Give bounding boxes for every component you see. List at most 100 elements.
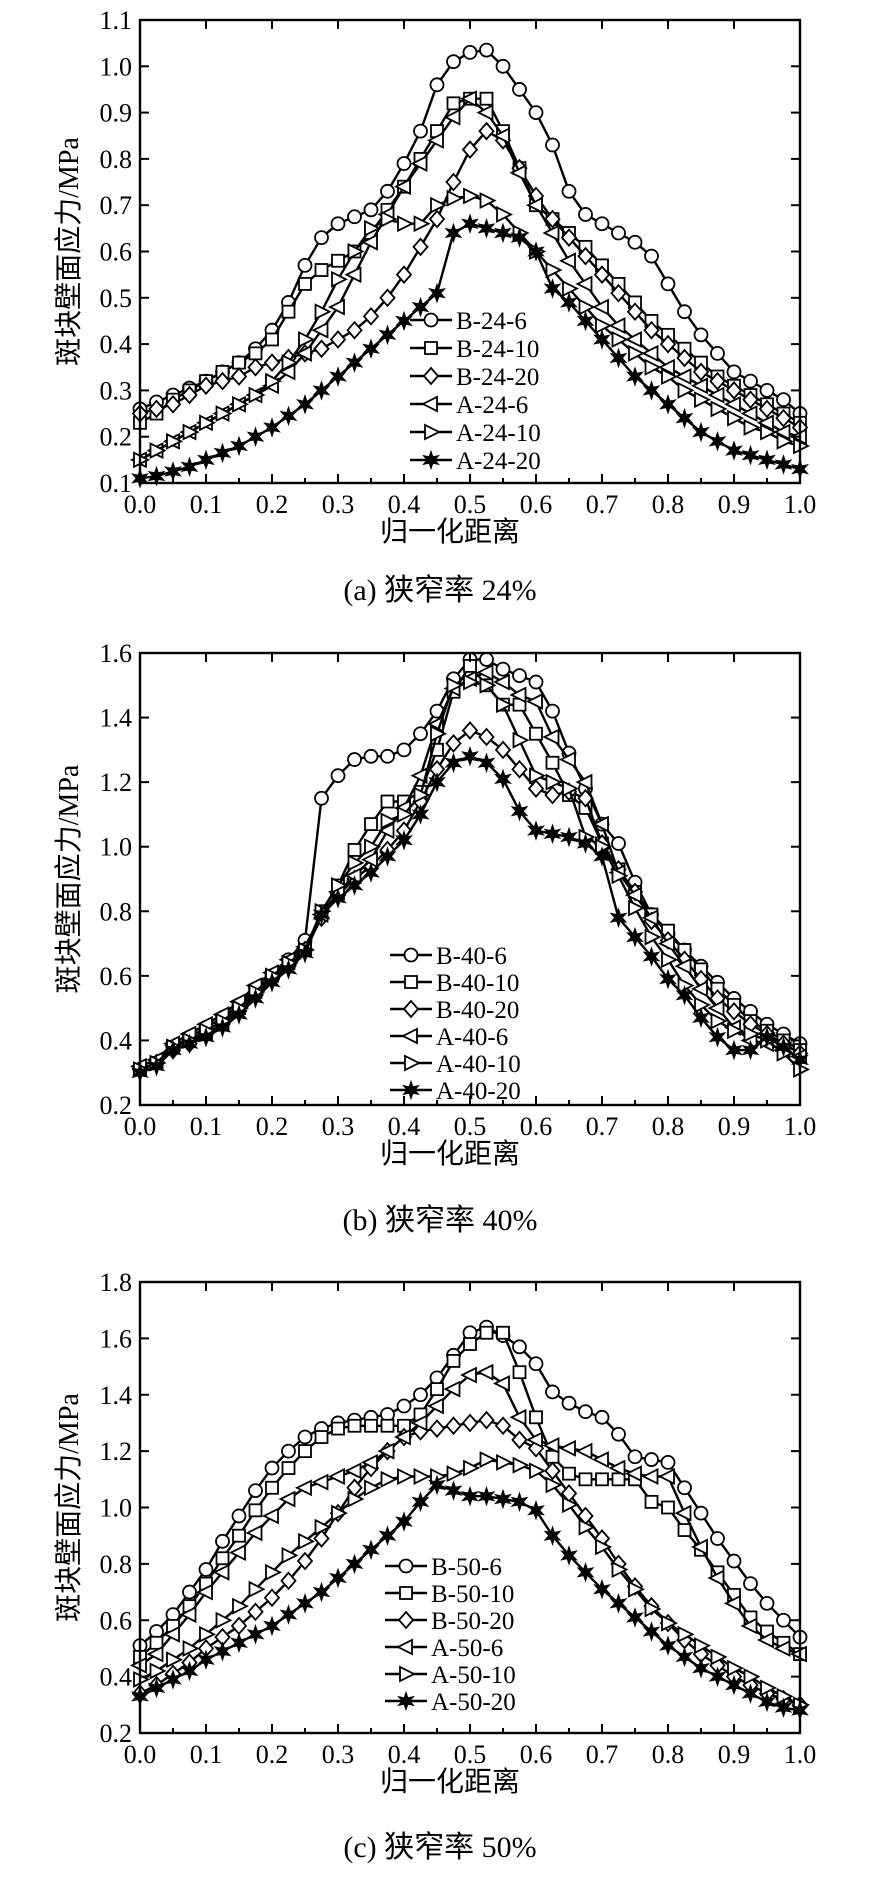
data-point-B-24-6-27 [578, 207, 593, 222]
data-point-A-24-20-27 [576, 310, 595, 332]
data-point-A-24-10-39 [776, 432, 794, 450]
legend-label-B-40-20: B-40-20 [436, 997, 519, 1024]
data-point-A-24-6-11 [311, 321, 329, 339]
data-point-B-24-10-11 [314, 263, 329, 277]
data-point-A-50-20-23 [510, 1491, 529, 1513]
data-point-B-24-20-33 [676, 348, 693, 368]
data-point-A-50-20-26 [560, 1545, 578, 1566]
data-point-A-50-20-14 [362, 1539, 380, 1561]
data-point-B-40-6-17 [413, 726, 428, 742]
data-point-A-40-10-19 [446, 676, 464, 694]
data-point-A-50-20-17 [411, 1491, 430, 1513]
data-point-A-24-10-38 [760, 423, 778, 441]
legend-marker-B-50-6 [398, 1558, 414, 1574]
data-point-A-24-10-17 [413, 215, 431, 233]
data-point-B-24-6-10 [297, 257, 313, 273]
data-point-A-40-20-7 [246, 988, 265, 1009]
data-point-A-40-10-25 [545, 773, 563, 791]
data-point-A-24-10-6 [232, 395, 250, 413]
data-point-B-24-20-8 [263, 353, 281, 372]
data-point-B-24-6-35 [710, 345, 725, 361]
data-point-A-50-20-5 [213, 1640, 232, 1662]
data-point-A-40-10-26 [562, 780, 580, 798]
legend-label-A-50-10: A-50-10 [431, 1662, 516, 1689]
data-point-A-24-20-11 [312, 380, 331, 401]
series-A-50-10 [133, 1451, 811, 1714]
data-point-A-40-6-32 [657, 935, 675, 953]
data-point-B-24-6-13 [347, 209, 362, 225]
data-point-A-50-6-3 [179, 1606, 197, 1624]
y-tick-label: 0.4 [100, 330, 133, 359]
data-point-A-50-10-21 [479, 1451, 497, 1469]
data-point-A-50-20-37 [741, 1683, 760, 1704]
data-point-A-50-6-15 [377, 1442, 395, 1460]
data-point-A-40-10-32 [661, 951, 679, 969]
data-point-A-40-6-21 [476, 663, 494, 681]
x-axis-label: 归一化距离 [380, 1138, 520, 1170]
data-point-A-24-6-10 [294, 344, 312, 362]
data-point-A-24-10-7 [248, 386, 266, 404]
data-point-B-40-6-11 [314, 790, 329, 806]
data-point-B-50-10-6 [232, 1528, 246, 1543]
data-point-B-24-10-21 [479, 91, 494, 106]
data-point-A-40-20-38 [758, 1026, 776, 1048]
data-point-A-40-20-16 [395, 829, 413, 851]
data-point-A-50-6-36 [723, 1594, 741, 1612]
data-point-B-50-6-23 [512, 1339, 527, 1355]
data-point-A-24-10-13 [347, 243, 365, 260]
data-point-A-24-20-36 [725, 440, 743, 461]
data-point-A-24-6-21 [476, 104, 494, 122]
data-point-B-50-10-7 [248, 1503, 263, 1518]
data-point-B-24-20-16 [395, 265, 413, 285]
data-point-A-50-20-12 [329, 1567, 347, 1589]
data-point-A-24-6-33 [674, 368, 692, 385]
data-point-A-24-6-38 [756, 414, 774, 432]
data-point-B-24-20-39 [775, 408, 792, 428]
data-point-A-50-10-5 [215, 1611, 233, 1629]
data-point-A-24-6-27 [575, 275, 593, 293]
data-point-B-40-6-16 [396, 742, 412, 758]
data-point-A-24-20-16 [395, 310, 413, 332]
data-point-A-40-10-22 [496, 696, 514, 714]
data-point-B-24-6-14 [363, 202, 379, 218]
data-point-B-50-20-10 [296, 1551, 314, 1571]
data-point-A-50-6-7 [245, 1524, 263, 1542]
data-point-A-24-6-24 [525, 196, 543, 214]
data-point-A-40-20-3 [180, 1033, 199, 1054]
data-point-B-50-6-28 [594, 1409, 610, 1425]
data-point-A-40-6-35 [707, 999, 725, 1017]
data-point-B-40-20-24 [527, 779, 545, 798]
data-point-B-24-20-2 [164, 394, 182, 414]
data-point-B-24-6-22 [495, 58, 511, 74]
x-tick-label: 0.9 [718, 1740, 751, 1769]
data-point-A-24-20-25 [543, 278, 562, 299]
x-tick-label: 0.3 [322, 1112, 355, 1141]
data-point-A-40-10-12 [331, 877, 349, 894]
data-point-A-50-6-29 [608, 1459, 626, 1477]
data-point-B-50-10-15 [380, 1418, 395, 1433]
y-tick-label: 0.7 [100, 191, 133, 220]
data-point-B-24-20-14 [362, 306, 380, 326]
data-point-A-24-10-28 [595, 317, 613, 335]
data-point-A-24-20-30 [626, 366, 644, 387]
data-point-B-24-20-15 [379, 288, 396, 308]
legend-marker-B-40-20 [402, 999, 420, 1019]
data-point-A-50-10-23 [512, 1456, 530, 1474]
data-point-A-24-6-16 [393, 178, 411, 196]
data-point-B-50-10-31 [644, 1494, 659, 1509]
x-tick-label: 0.4 [388, 490, 421, 519]
data-point-A-50-10-10 [298, 1532, 316, 1550]
data-point-B-40-6-15 [380, 748, 395, 764]
legend-marker-B-24-10 [424, 341, 438, 355]
data-point-B-24-6-30 [627, 234, 643, 250]
data-point-B-24-6-11 [314, 230, 329, 246]
data-point-B-50-6-30 [627, 1449, 643, 1465]
y-tick-label: 1.4 [100, 704, 133, 733]
data-point-B-50-20-7 [247, 1602, 264, 1622]
data-point-B-40-20-36 [725, 1002, 743, 1021]
data-point-A-40-20-12 [329, 888, 347, 909]
data-point-A-40-10-31 [644, 928, 662, 946]
x-tick-label: 0.3 [322, 1740, 355, 1769]
data-point-A-24-20-34 [692, 421, 710, 443]
data-point-A-50-10-16 [397, 1468, 415, 1485]
